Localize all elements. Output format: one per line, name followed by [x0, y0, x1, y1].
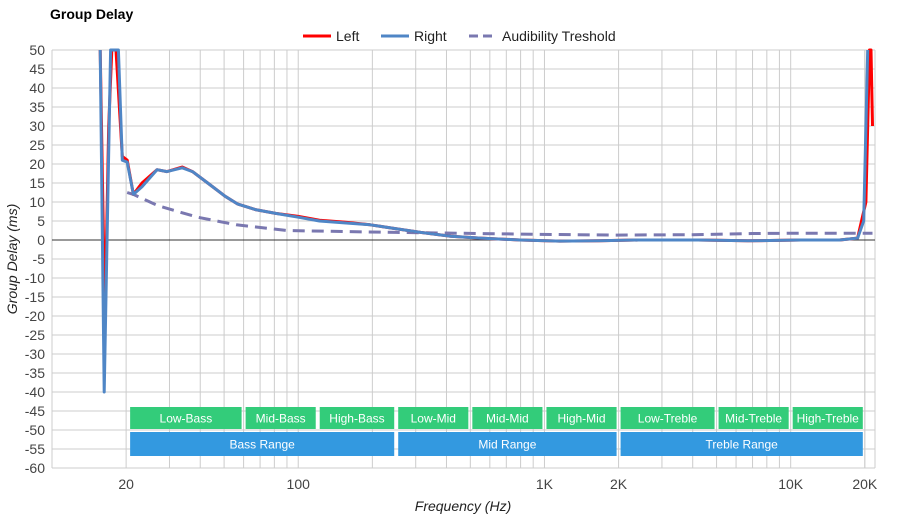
y-tick-label: -45: [25, 403, 45, 419]
y-tick-label: 25: [29, 137, 45, 153]
x-tick-label: 1K: [536, 476, 554, 492]
band-label: High-Treble: [797, 412, 860, 426]
band-high-bass: [319, 407, 395, 429]
legend-label: Left: [336, 28, 359, 44]
y-tick-label: 35: [29, 99, 45, 115]
band-high-treble: [792, 407, 863, 429]
y-tick-label: 40: [29, 80, 45, 96]
y-tick-label: 0: [37, 232, 45, 248]
series-audibility-treshold-line: [126, 191, 873, 237]
y-tick-label: -25: [25, 327, 45, 343]
y-tick-label: -10: [25, 270, 45, 286]
band-label: Mid-Bass: [256, 412, 306, 426]
y-tick-label: 15: [29, 175, 45, 191]
series-left-line: [98, 48, 874, 326]
band-low-treble: [620, 407, 715, 429]
band-label: Low-Bass: [160, 412, 213, 426]
y-tick-label: 50: [29, 42, 45, 58]
legend-label: Audibility Treshold: [502, 28, 616, 44]
y-tick-label: 45: [29, 61, 45, 77]
band-label: Mid Range: [478, 438, 536, 452]
x-tick-label: 20: [118, 476, 134, 492]
band-mid-range: [398, 432, 617, 456]
band-label: Bass Range: [229, 438, 295, 452]
y-axis-label: Group Delay (ms): [4, 204, 20, 314]
band-label: High-Mid: [558, 412, 606, 426]
band-label: Low-Mid: [411, 412, 456, 426]
y-tick-label: -35: [25, 365, 45, 381]
x-tick-label: 20K: [852, 476, 878, 492]
y-tick-label: 10: [29, 194, 45, 210]
y-tick-label: -55: [25, 441, 45, 457]
y-tick-label: 30: [29, 118, 45, 134]
x-tick-label: 100: [287, 476, 311, 492]
band-mid-bass: [245, 407, 316, 429]
y-tick-label: 5: [37, 213, 45, 229]
band-label: Treble Range: [706, 438, 779, 452]
legend-label: Right: [414, 28, 447, 44]
y-tick-label: -5: [33, 251, 46, 267]
band-label: High-Bass: [329, 412, 384, 426]
band-low-bass: [130, 407, 242, 429]
y-tick-label: -40: [25, 384, 45, 400]
x-axis-label: Frequency (Hz): [415, 498, 511, 514]
y-tick-label: -30: [25, 346, 45, 362]
band-mid-mid: [472, 407, 543, 429]
band-treble-range: [620, 432, 863, 456]
y-tick-label: -20: [25, 308, 45, 324]
band-mid-treble: [718, 407, 789, 429]
x-tick-label: 10K: [778, 476, 804, 492]
y-tick-label: -15: [25, 289, 45, 305]
band-label: Low-Treble: [638, 412, 698, 426]
band-high-mid: [546, 407, 617, 429]
y-tick-label: 20: [29, 156, 45, 172]
y-tick-label: -60: [25, 460, 45, 476]
series-right-line: [98, 48, 870, 394]
band-bass-range: [130, 432, 395, 456]
x-tick-label: 2K: [610, 476, 628, 492]
band-label: Mid-Mid: [486, 412, 529, 426]
band-low-mid: [398, 407, 469, 429]
band-label: Mid-Treble: [725, 412, 782, 426]
y-tick-label: -50: [25, 422, 45, 438]
chart-title: Group Delay: [50, 6, 133, 22]
